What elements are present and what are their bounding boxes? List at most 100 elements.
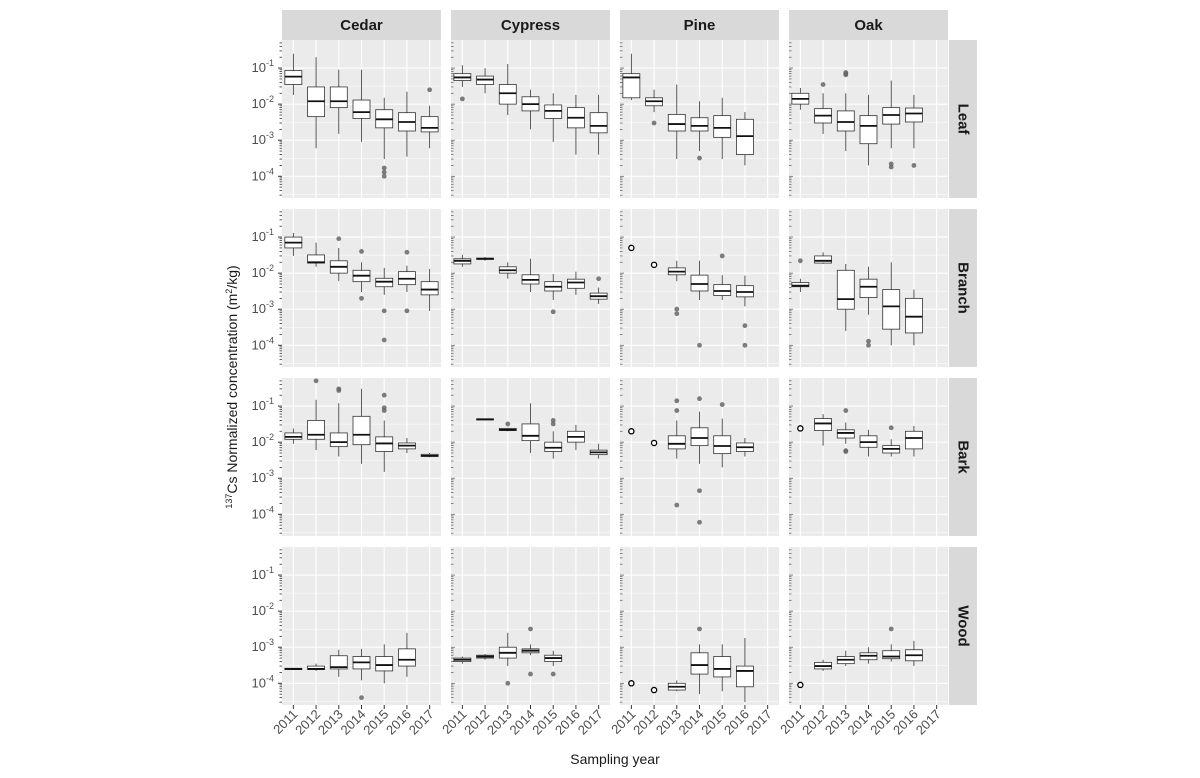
box-2015 (882, 626, 901, 662)
box-2012 (307, 242, 325, 267)
panel-leaf-cedar (282, 40, 441, 198)
box-2015 (544, 273, 563, 315)
single-point-2011 (797, 425, 804, 432)
outlier-point (336, 386, 342, 392)
panel-bark-cedar (282, 378, 441, 536)
box-2016 (905, 94, 923, 168)
box-iqr (375, 656, 394, 672)
y-axis-bark: 10-1 10-2 10-3 10-4 (252, 380, 282, 534)
y-tick-label: 10-1 (252, 58, 274, 75)
y-tick-label: 10-4 (252, 335, 274, 352)
box-2013 (329, 386, 348, 457)
outlier-point (381, 337, 387, 343)
outlier-point (505, 421, 511, 427)
box-iqr (567, 278, 585, 289)
box-iqr (836, 269, 855, 310)
y-axis-title-main: Cs Normalized concentration (m (224, 294, 240, 494)
y-tick-label: 10-3 (252, 637, 274, 654)
box-2012 (814, 414, 832, 446)
outlier-point (427, 87, 433, 93)
box-iqr (814, 418, 832, 431)
strip-cedar (282, 10, 441, 40)
x-tick-label: 2011 (777, 707, 807, 737)
panel-minor-ticks-bark-pine (620, 380, 624, 534)
box-2016 (736, 275, 754, 348)
box-iqr (836, 110, 855, 132)
y-tick-label: 10-3 (252, 299, 274, 316)
outlier-point (459, 96, 465, 102)
outlier-point (797, 258, 803, 264)
box-2016 (398, 249, 416, 314)
strip-label-pine: Pine (684, 17, 716, 34)
panel-minor-ticks-wood-cypress (451, 549, 455, 703)
box-2014 (352, 388, 371, 464)
y-tick-label: 10-4 (252, 673, 274, 690)
box-2016 (736, 638, 754, 703)
box-2013 (836, 263, 855, 331)
panel-minor-ticks-wood-oak (789, 549, 793, 703)
box-2011 (284, 667, 303, 670)
box-2017 (420, 452, 439, 458)
box-2015 (713, 644, 732, 692)
outlier-point (843, 448, 849, 454)
strip-leaf (949, 40, 977, 198)
box-iqr (882, 650, 901, 660)
outlier-point (674, 398, 680, 404)
box-2013 (329, 69, 348, 134)
box-2016 (905, 640, 923, 667)
outlier-point (697, 626, 702, 632)
box-2014 (352, 69, 371, 142)
box-iqr (713, 115, 732, 138)
box-iqr (307, 420, 325, 440)
x-axis-title: Sampling year (570, 751, 660, 767)
outlier-point (697, 155, 702, 161)
outlier-point (359, 695, 364, 701)
outlier-point (843, 70, 849, 75)
strip-bark (949, 378, 977, 536)
box-2017 (589, 276, 608, 304)
box-2013 (498, 63, 517, 115)
outlier-point (404, 308, 410, 314)
box-2013 (667, 398, 686, 508)
outlier-point (674, 408, 680, 413)
box-2014 (521, 403, 540, 453)
outlier-point (843, 408, 849, 413)
box-2014 (521, 89, 540, 130)
outlier-point (528, 626, 533, 632)
outlier-point (404, 249, 410, 255)
box-iqr (713, 284, 732, 296)
box-2011 (284, 428, 303, 444)
box-2016 (567, 424, 585, 451)
y-axis-wood: 10-1 10-2 10-3 10-4 (252, 549, 282, 703)
box-2017 (420, 269, 439, 311)
box-2013 (836, 650, 855, 667)
box-2016 (736, 112, 754, 166)
panel-minor-ticks-branch-oak (789, 211, 793, 365)
outlier-point (742, 323, 748, 329)
box-2013 (667, 84, 686, 160)
column-strips: Cedar Cypress Pine Oak (282, 10, 948, 40)
strip-cypress (451, 10, 610, 40)
strip-pine (620, 10, 779, 40)
box-2012 (814, 659, 832, 671)
panel-minor-ticks-bark-oak (789, 380, 793, 534)
box-2013 (667, 680, 686, 692)
panel-leaf-oak (789, 40, 948, 198)
y-tick-label: 10-2 (252, 601, 274, 618)
box-2016 (567, 94, 585, 155)
x-tick-label: 2017 (744, 707, 775, 738)
box-iqr (905, 107, 923, 123)
box-2015 (375, 392, 394, 472)
box-iqr (521, 423, 540, 442)
y-axis-branch: 10-1 10-2 10-3 10-4 (252, 211, 282, 365)
box-iqr (791, 282, 810, 288)
box-2016 (905, 426, 923, 457)
x-tick-label: 2017 (575, 707, 606, 738)
box-iqr (420, 281, 439, 296)
box-2012 (814, 82, 832, 134)
outlier-point (381, 408, 387, 413)
